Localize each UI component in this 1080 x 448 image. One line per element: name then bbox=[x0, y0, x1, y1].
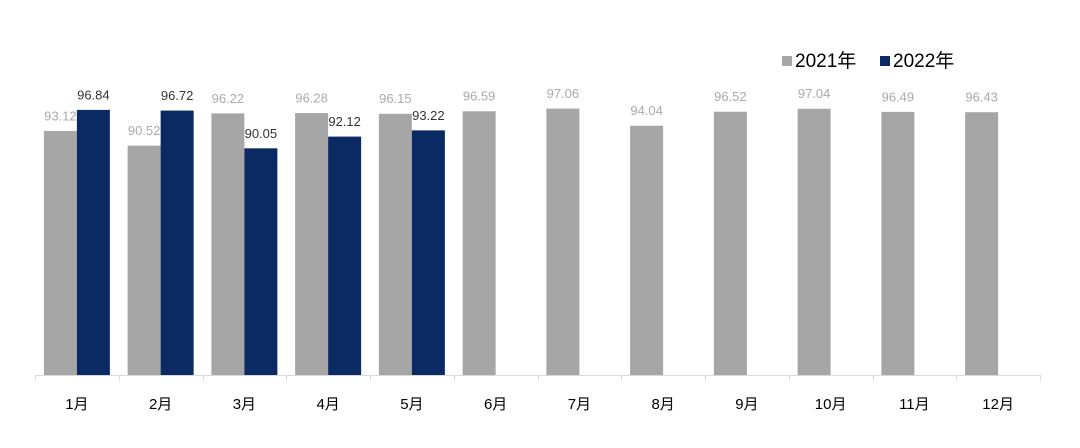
data-label: 93.12 bbox=[44, 108, 77, 123]
data-label: 96.22 bbox=[212, 91, 245, 106]
bar bbox=[411, 130, 445, 375]
data-label: 96.43 bbox=[965, 90, 998, 105]
data-label: 90.05 bbox=[245, 126, 278, 141]
bar bbox=[76, 109, 110, 376]
data-label: 96.49 bbox=[882, 89, 915, 104]
data-label: 97.04 bbox=[798, 86, 831, 101]
bar bbox=[713, 111, 747, 375]
x-tick-label: 1月 bbox=[65, 396, 88, 413]
x-tick-label: 9月 bbox=[735, 396, 758, 413]
data-label: 94.04 bbox=[630, 103, 663, 118]
data-label: 90.52 bbox=[128, 123, 161, 138]
bar bbox=[462, 111, 496, 375]
bar bbox=[160, 110, 194, 376]
data-label: 96.84 bbox=[77, 87, 110, 102]
data-label: 92.12 bbox=[328, 114, 361, 129]
data-label: 96.59 bbox=[463, 89, 496, 104]
data-label: 96.52 bbox=[714, 89, 747, 104]
x-tick-label: 3月 bbox=[233, 396, 256, 413]
data-label: 97.06 bbox=[547, 86, 580, 101]
x-tick-label: 8月 bbox=[651, 396, 674, 413]
data-label: 96.28 bbox=[295, 90, 328, 105]
legend-swatch bbox=[782, 56, 792, 66]
legend-swatch bbox=[880, 56, 890, 66]
x-tick-label: 6月 bbox=[484, 396, 507, 413]
bar bbox=[797, 108, 831, 375]
x-tick-label: 5月 bbox=[400, 396, 423, 413]
legend-label: 2022年 bbox=[893, 50, 954, 72]
x-tick-label: 11月 bbox=[899, 396, 930, 413]
x-tick-label: 2月 bbox=[149, 396, 172, 413]
bar bbox=[881, 111, 915, 375]
bar bbox=[328, 136, 362, 375]
bar bbox=[43, 130, 77, 375]
bar bbox=[127, 145, 161, 375]
legend-label: 2021年 bbox=[795, 50, 856, 72]
bar bbox=[378, 113, 412, 375]
x-tick-label: 10月 bbox=[815, 396, 847, 413]
bar bbox=[211, 113, 245, 375]
data-label: 93.22 bbox=[412, 108, 445, 123]
x-tick-label: 12月 bbox=[982, 396, 1014, 413]
bar bbox=[965, 112, 999, 375]
data-label: 96.72 bbox=[161, 88, 194, 103]
bar bbox=[630, 125, 664, 375]
x-tick-label: 7月 bbox=[568, 396, 591, 413]
bar bbox=[244, 148, 278, 375]
data-label: 96.15 bbox=[379, 91, 412, 106]
x-tick-label: 4月 bbox=[316, 396, 339, 413]
bar bbox=[546, 108, 580, 375]
bar bbox=[295, 113, 329, 375]
